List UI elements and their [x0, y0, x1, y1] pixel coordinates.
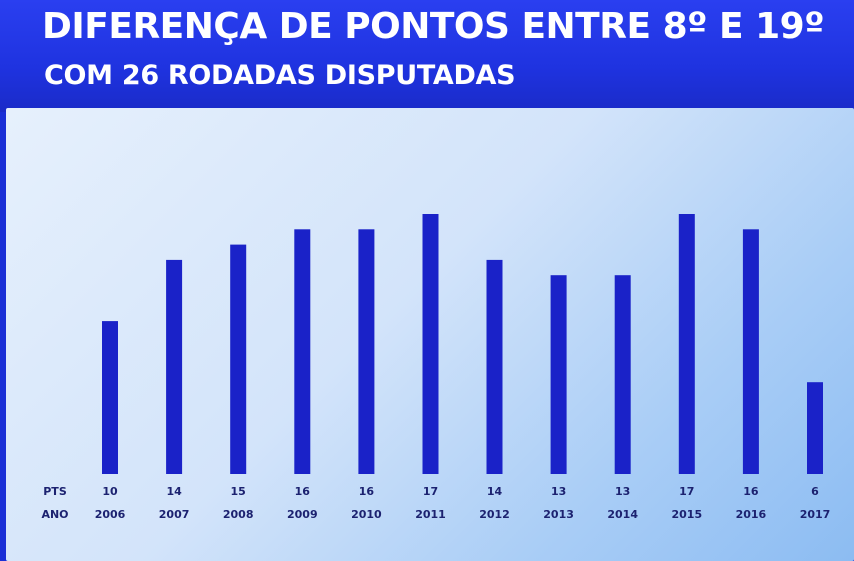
bar-2008 [230, 244, 247, 474]
year-label-2011: 2011 [415, 508, 446, 521]
year-label-2014: 2014 [607, 508, 638, 521]
year-label-2016: 2016 [736, 508, 767, 521]
row-label-pts: PTS [43, 485, 67, 498]
value-label-2007: 14 [166, 485, 182, 498]
value-label-2015: 17 [679, 485, 694, 498]
year-label-2010: 2010 [351, 508, 382, 521]
value-label-2012: 14 [487, 485, 503, 498]
bar-2012 [486, 259, 503, 474]
value-label-2017: 6 [811, 485, 819, 498]
bar-2006 [102, 321, 118, 474]
year-label-2013: 2013 [543, 508, 574, 521]
value-label-2009: 16 [295, 485, 311, 498]
value-label-2011: 17 [423, 485, 438, 498]
value-label-2013: 13 [551, 485, 566, 498]
bar-2017 [807, 382, 823, 474]
chart-title: DIFERENÇA DE PONTOS ENTRE 8º E 19º [42, 6, 825, 47]
year-label-2006: 2006 [95, 508, 126, 521]
bar-2014 [614, 275, 631, 474]
value-label-2010: 16 [359, 485, 375, 498]
bar-2013 [550, 275, 567, 474]
year-label-2012: 2012 [479, 508, 510, 521]
bar-2015 [678, 214, 695, 474]
chart-subtitle: COM 26 RODADAS DISPUTADAS [44, 60, 516, 91]
row-label-ano: ANO [41, 508, 68, 521]
value-label-2014: 13 [615, 485, 630, 498]
bar-2010 [358, 229, 375, 474]
bar-2016 [742, 229, 759, 474]
bar-2007 [166, 259, 183, 474]
value-label-2016: 16 [743, 485, 759, 498]
bar-2009 [294, 229, 311, 474]
year-label-2007: 2007 [159, 508, 190, 521]
header-banner: DIFERENÇA DE PONTOS ENTRE 8º E 19º COM 2… [0, 0, 854, 112]
year-label-2008: 2008 [223, 508, 254, 521]
value-label-2006: 10 [102, 485, 118, 498]
year-label-2017: 2017 [800, 508, 831, 521]
year-label-2009: 2009 [287, 508, 318, 521]
year-label-2015: 2015 [671, 508, 702, 521]
bar-2011 [422, 214, 439, 474]
value-label-2008: 15 [231, 485, 246, 498]
